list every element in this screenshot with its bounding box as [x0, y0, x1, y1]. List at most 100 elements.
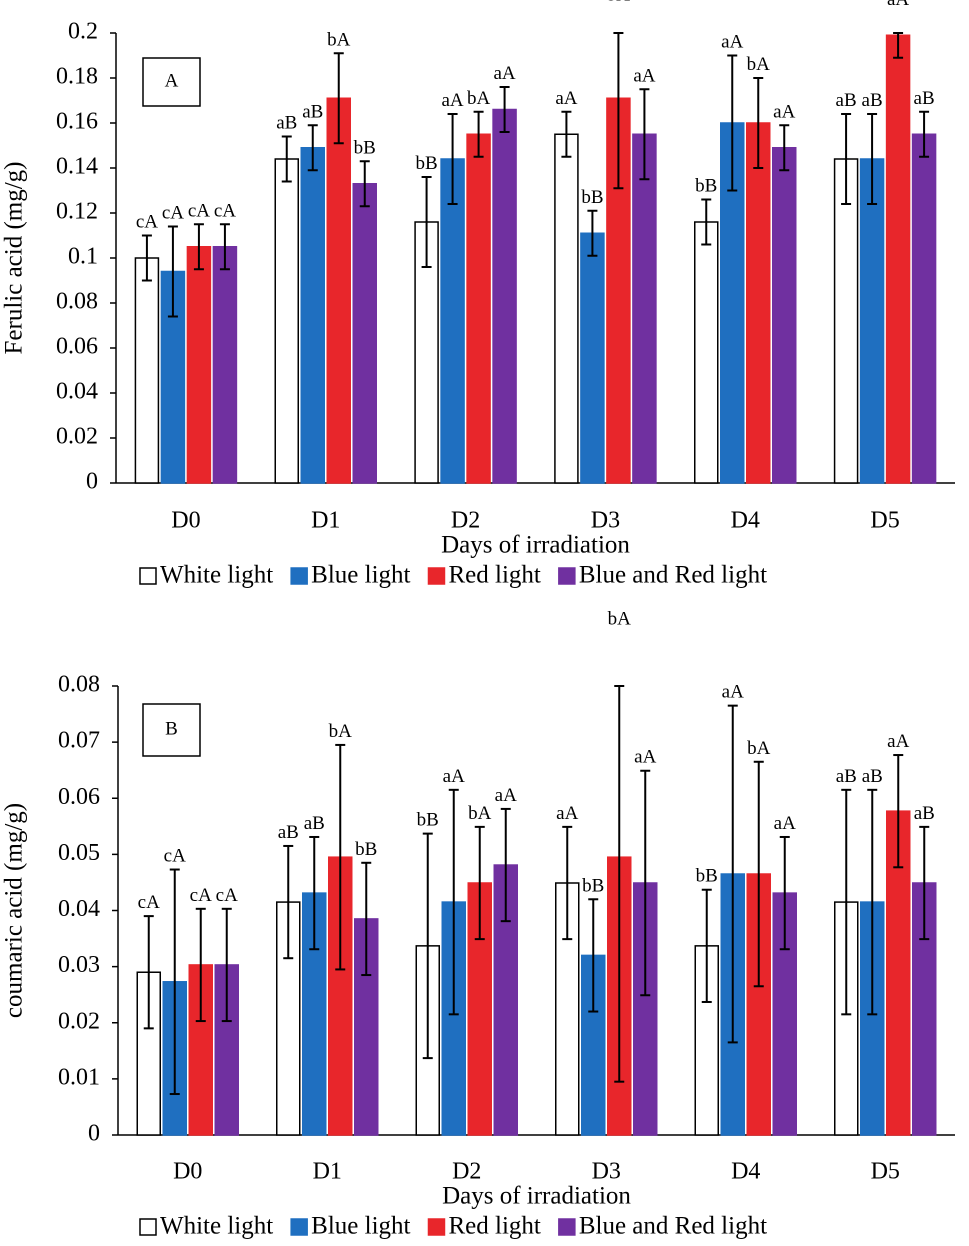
significance-label: aA [555, 88, 577, 109]
error-bar [167, 225, 178, 318]
significance-label: aA [773, 101, 795, 122]
error-bar [561, 110, 572, 158]
y-tick-label: 0.01 [58, 1064, 100, 1090]
legend-label: Red light [448, 1213, 540, 1240]
legend-swatch [290, 567, 308, 585]
significance-label: aB [862, 90, 883, 111]
error-bar [473, 110, 484, 158]
significance-label: bB [355, 839, 377, 860]
error-bar [841, 788, 852, 1016]
x-tick-label: D3 [591, 508, 620, 534]
significance-label: aA [495, 785, 517, 806]
error-bar [779, 835, 790, 951]
significance-label: bB [696, 866, 718, 887]
legend-label: White light [160, 1213, 273, 1240]
error-bar [867, 788, 878, 1016]
significance-label: aA [887, 731, 909, 752]
x-tick-label: D1 [311, 508, 340, 534]
error-bar [753, 760, 764, 988]
y-tick-label: 0.04 [58, 896, 100, 922]
bar [833, 158, 859, 484]
significance-label: aA [721, 32, 743, 53]
significance-label: cA [162, 203, 184, 224]
significance-label: aB [278, 822, 299, 843]
error-bar [640, 769, 651, 997]
significance-label: bB [354, 137, 376, 158]
error-bar [727, 54, 738, 192]
significance-label: cA [190, 885, 212, 906]
significance-label: cA [214, 200, 236, 221]
legend-label: Blue light [311, 1213, 410, 1240]
y-tick-label: 0 [88, 1121, 100, 1147]
x-tick-label: D1 [313, 1159, 342, 1185]
legend-swatch [558, 1218, 576, 1236]
bar [186, 246, 212, 484]
legend-swatch [427, 567, 446, 585]
significance-label: aA [556, 803, 578, 824]
error-bar [448, 788, 459, 1016]
y-tick-label: 0.12 [56, 199, 98, 225]
significance-label: aA [494, 63, 516, 84]
error-bar [447, 113, 458, 205]
significance-label: aB [836, 90, 857, 111]
significance-label: aA [722, 682, 744, 703]
error-bar [143, 915, 154, 1030]
error-bar [919, 110, 930, 158]
x-tick-label: D3 [592, 1159, 621, 1185]
significance-label: bA [329, 721, 353, 742]
error-bar [867, 113, 878, 205]
y-tick-label: 0.07 [58, 728, 100, 754]
error-bar [219, 223, 230, 271]
y-tick-label: 0.14 [56, 154, 98, 180]
x-axis-label: Days of irradiation [442, 1183, 631, 1210]
significance-label: bB [415, 153, 437, 174]
error-bar [753, 77, 764, 169]
significance-label: aA [634, 747, 656, 768]
legend-swatch [290, 1218, 308, 1236]
bar [326, 97, 351, 484]
error-bar [359, 160, 370, 208]
significance-label: cA [136, 212, 158, 233]
significance-label: aB [304, 813, 325, 834]
significance-label: cA [164, 846, 186, 867]
error-bar [474, 825, 485, 941]
legend-swatch [427, 1218, 446, 1236]
bar [859, 158, 885, 484]
error-bar [421, 176, 432, 268]
significance-label: aB [302, 101, 323, 122]
significance-label: bA [747, 54, 771, 75]
significance-label: bA [608, 609, 632, 630]
error-bar [701, 888, 712, 1003]
error-bar [893, 754, 904, 869]
significance-label: aA [442, 90, 464, 111]
x-tick-label: D4 [731, 508, 760, 534]
error-bar [281, 135, 292, 183]
y-tick-label: 0.16 [56, 109, 98, 135]
significance-label: aB [862, 766, 883, 787]
x-tick-label: D2 [451, 508, 480, 534]
error-bar [361, 861, 372, 977]
error-bar [141, 234, 152, 282]
error-bar [893, 32, 904, 59]
y-axis-label: coumaric acid (mg/g) [1, 803, 28, 1018]
bar [300, 147, 325, 484]
legend-label: White light [160, 562, 273, 589]
x-tick-label: D0 [171, 508, 200, 534]
error-bar [841, 113, 852, 205]
bar [580, 232, 605, 484]
error-bar [779, 124, 790, 172]
y-tick-label: 0.08 [56, 289, 98, 315]
error-bar [307, 124, 318, 172]
y-tick-label: 0.04 [56, 379, 98, 405]
error-bar [613, 32, 624, 190]
error-bar [562, 825, 573, 941]
significance-label: cA [216, 885, 238, 906]
y-tick-label: 0.18 [56, 64, 98, 90]
y-tick-label: 0.02 [56, 424, 98, 450]
x-tick-label: D2 [452, 1159, 481, 1185]
error-bar [588, 898, 599, 1013]
bar [134, 257, 160, 484]
bar [440, 158, 465, 484]
significance-label: aB [914, 803, 935, 824]
